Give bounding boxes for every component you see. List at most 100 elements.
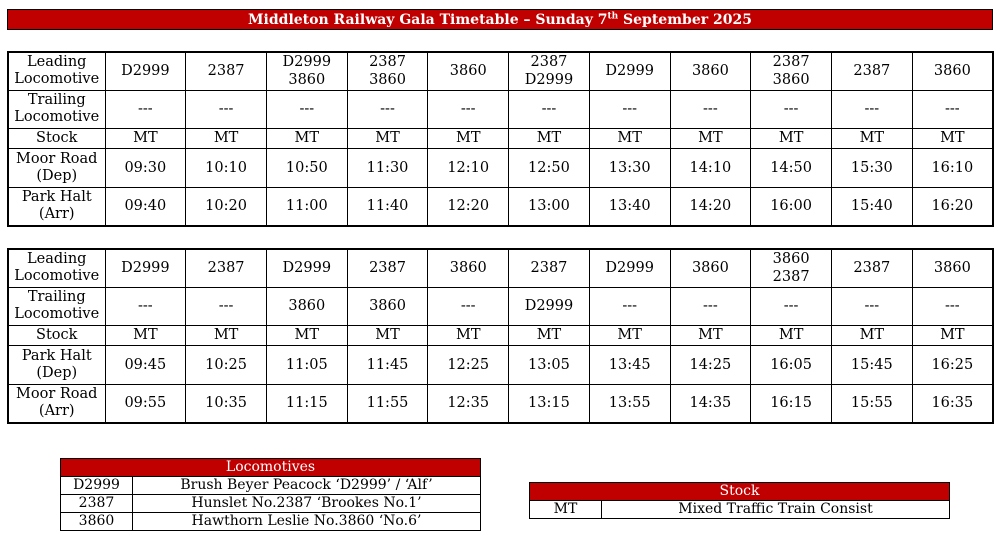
- locomotives-legend: Locomotives D2999 Brush Beyer Peacock ‘D…: [60, 458, 481, 531]
- cell-value: 10:35: [205, 395, 247, 412]
- row-label: Moor Road (Dep): [7, 147, 106, 188]
- cell-value: MT: [294, 327, 320, 343]
- cell-value: 12:50: [528, 159, 570, 176]
- cell-value: MT: [940, 130, 965, 146]
- timetable-cell: 13:30: [588, 147, 671, 188]
- cell-value: 11:55: [366, 395, 409, 412]
- timetable-cell: ---: [669, 89, 752, 129]
- loco-name: Brush Beyer Peacock ‘D2999’ / ‘Alf’: [132, 476, 481, 495]
- timetable-cell: D2999: [588, 51, 671, 91]
- stock-row: Stock MT MT MT MT MT MT MT MT MT MT MT: [7, 324, 994, 346]
- leading-loco-row: Leading Locomotive D2999 2387 D2999 3860 2387 3…: [7, 51, 994, 91]
- timetable-cell: ---: [427, 286, 510, 326]
- cell-value: 13:15: [528, 395, 570, 412]
- cell-value: ---: [864, 101, 880, 117]
- cell-value: ---: [944, 298, 960, 314]
- leading-loco-row: Leading Locomotive D2999 2387 D2999 2387 3860 2…: [7, 248, 994, 288]
- timetable-cell: 12:10: [427, 147, 510, 188]
- timetable-cell: ---: [588, 286, 671, 326]
- cell-value: 11:00: [285, 198, 328, 215]
- cell-value: 2387: [530, 54, 568, 71]
- cell-value: D2999: [121, 260, 170, 277]
- row-label-line: Moor Road: [16, 150, 98, 167]
- cell-value: 14:35: [689, 395, 732, 412]
- cell-value: ---: [218, 101, 234, 117]
- timetable-cell: 12:20: [427, 186, 510, 227]
- timetable-cell: MT: [185, 324, 267, 346]
- timetable-cell: 09:55: [104, 383, 187, 424]
- timetable-cell: MT: [185, 127, 267, 149]
- cell-value: ---: [380, 101, 395, 117]
- timetable-cell: 10:10: [185, 147, 267, 188]
- cell-value: 3860: [288, 72, 326, 89]
- timetable-title: Middleton Railway Gala Timetable – Sunda…: [7, 9, 993, 30]
- timetable-cell: MT: [750, 127, 832, 149]
- timetable-cell: ---: [911, 89, 994, 129]
- cell-value: 3860: [449, 63, 487, 80]
- timetable-cell: 15:55: [830, 383, 913, 424]
- timetable-cell: MT: [104, 127, 187, 149]
- timetable-cell: ---: [750, 286, 832, 326]
- cell-value: 3860: [691, 260, 729, 277]
- cell-value: 2387: [369, 54, 406, 71]
- cell-value: 3860: [772, 72, 810, 89]
- timetable-cell: 2387: [830, 51, 913, 91]
- cell-value: 3860: [449, 260, 487, 277]
- timetable-cell: ---: [185, 286, 267, 326]
- timetable-cell: ---: [104, 286, 187, 326]
- row-label: Leading Locomotive: [7, 248, 106, 288]
- timetable-cell: 16:05: [750, 344, 832, 385]
- cell-value: MT: [698, 130, 723, 146]
- timetable-cell: 12:25: [427, 344, 510, 385]
- row-label-line: Leading: [27, 54, 87, 71]
- outbound-timetable: Leading Locomotive D2999 2387 D2999 3860 2387 3…: [7, 51, 994, 227]
- cell-value: 3860: [691, 63, 729, 80]
- row-label: Stock: [7, 324, 106, 346]
- cell-value: 16:10: [931, 159, 974, 176]
- cell-value: 12:35: [447, 395, 490, 412]
- cell-value: MT: [133, 130, 158, 146]
- timetable-cell: 16:15: [750, 383, 832, 424]
- timetable-cell: ---: [911, 286, 994, 326]
- row-label-line: Trailing: [27, 289, 86, 305]
- cell-value: 16:35: [931, 395, 974, 412]
- cell-value: 13:30: [608, 159, 651, 176]
- cell-value: ---: [218, 298, 234, 314]
- timetable-cell: 3860 2387: [750, 248, 832, 288]
- row-label-line: Stock: [36, 326, 78, 343]
- stock-heading: Stock: [529, 482, 950, 501]
- timetable-cell: MT: [911, 127, 994, 149]
- timetable-cell: 10:25: [185, 344, 267, 385]
- cell-value: MT: [778, 327, 804, 343]
- cell-value: ---: [622, 101, 638, 117]
- timetable-cell: 2387 D2999: [508, 51, 590, 91]
- cell-value: 16:05: [770, 356, 812, 373]
- cell-value: 3860: [933, 260, 971, 277]
- timetable-cell: 15:45: [830, 344, 913, 385]
- timetable-cell: D2999 3860: [265, 51, 348, 91]
- title-ordinal: th: [607, 11, 619, 22]
- timetable-cell: 13:15: [508, 383, 590, 424]
- row-label-line: Locomotive: [14, 306, 100, 322]
- cell-value: 13:55: [608, 395, 651, 412]
- cell-value: 15:30: [850, 159, 893, 176]
- cell-value: MT: [133, 327, 158, 343]
- title-text-end: September 2025: [618, 12, 752, 28]
- timetable-cell: 10:20: [185, 186, 267, 227]
- timetable-cell: MT: [750, 324, 832, 346]
- timetable-cell: 13:05: [508, 344, 590, 385]
- timetable-cell: 14:25: [669, 344, 752, 385]
- cell-value: 3860: [369, 72, 406, 89]
- cell-value: ---: [944, 101, 960, 117]
- timetable-cell: 3860: [427, 51, 510, 91]
- timetable-cell: 13:55: [588, 383, 671, 424]
- cell-value: D2999: [524, 298, 574, 314]
- timetable-cell: MT: [588, 127, 671, 149]
- timetable-cell: D2999: [265, 248, 348, 288]
- timetable-cell: 13:40: [588, 186, 671, 227]
- locomotives-heading: Locomotives: [60, 458, 481, 477]
- cell-value: D2999: [282, 54, 332, 71]
- timetable-cell: 2387: [508, 248, 590, 288]
- cell-value: 11:15: [285, 395, 328, 412]
- cell-value: 13:40: [608, 198, 651, 215]
